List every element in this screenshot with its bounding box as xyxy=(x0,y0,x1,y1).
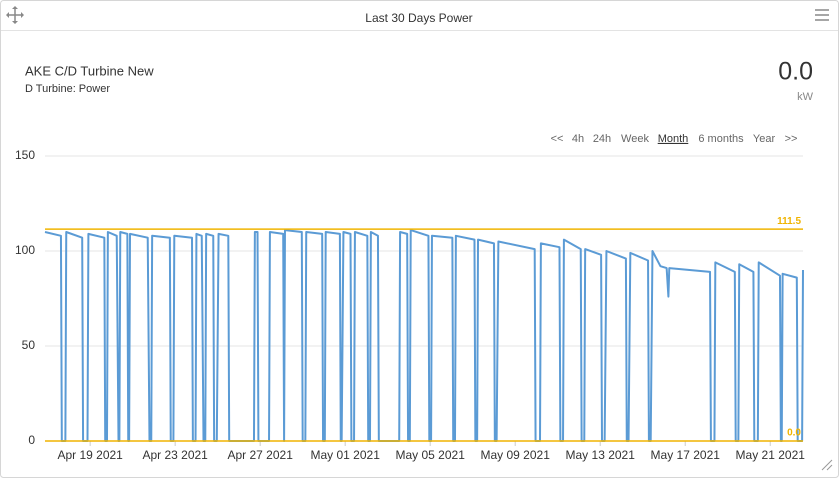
range-button[interactable]: 4h xyxy=(572,133,584,145)
y-tick-label: 100 xyxy=(15,243,35,257)
x-tick-label: May 13 2021 xyxy=(566,448,636,462)
range-button[interactable]: << xyxy=(551,133,564,145)
range-button[interactable]: 6 months xyxy=(698,133,744,145)
range-button[interactable]: >> xyxy=(785,133,798,145)
x-tick-label: May 05 2021 xyxy=(396,448,466,462)
series-line xyxy=(44,229,804,442)
current-value: 0.0 xyxy=(778,58,813,86)
y-tick-label: 50 xyxy=(22,338,36,352)
range-button[interactable]: Month xyxy=(658,133,689,145)
move-icon[interactable] xyxy=(6,6,24,24)
x-tick-label: May 21 2021 xyxy=(736,448,806,462)
panel-title: Last 30 Days Power xyxy=(365,11,472,25)
y-tick-label: 150 xyxy=(15,148,35,162)
x-tick-label: Apr 23 2021 xyxy=(142,448,208,462)
range-button[interactable]: Week xyxy=(621,133,649,145)
device-name: AKE C/D Turbine New xyxy=(25,63,154,78)
threshold-label: 111.5 xyxy=(777,216,801,227)
x-tick-label: Apr 19 2021 xyxy=(57,448,123,462)
x-tick-label: Apr 27 2021 xyxy=(227,448,293,462)
device-subtitle: D Turbine: Power xyxy=(25,83,110,95)
range-button[interactable]: 24h xyxy=(593,133,611,145)
x-tick-label: May 01 2021 xyxy=(310,448,380,462)
value-unit: kW xyxy=(797,91,814,103)
resize-handle[interactable] xyxy=(821,459,833,471)
range-button[interactable]: Year xyxy=(753,133,776,145)
x-tick-label: May 09 2021 xyxy=(481,448,551,462)
threshold-label: 0.0 xyxy=(787,428,801,439)
menu-icon[interactable] xyxy=(815,9,829,21)
x-tick-label: May 17 2021 xyxy=(651,448,721,462)
y-tick-label: 0 xyxy=(28,433,35,447)
